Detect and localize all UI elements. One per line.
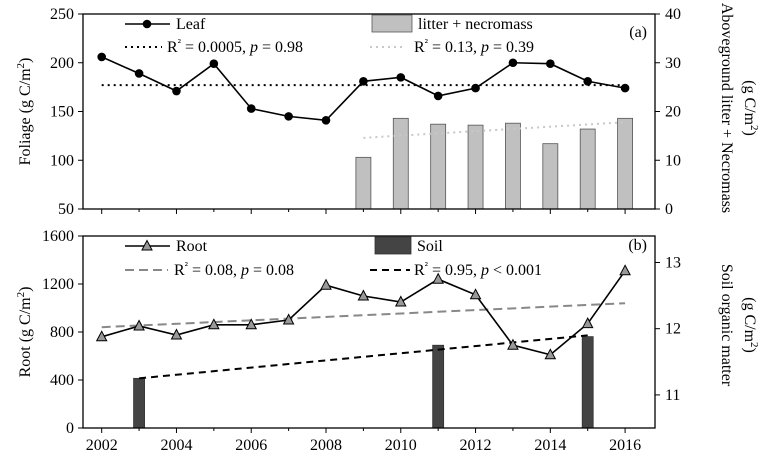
bar-2015 [579,128,596,210]
leaf-point-2015 [583,76,593,86]
right-tick-label: 11 [665,387,680,404]
root-point-2015 [581,317,594,329]
bar-2013 [505,122,521,210]
root-point-2002 [95,330,108,342]
leaf-point-2013 [508,58,518,68]
leaf-point-2016 [620,83,630,93]
root-series-line [101,270,626,356]
root-point-2003 [133,319,145,331]
leaf-point-2011 [433,91,443,101]
right-tick-label: 0 [665,201,673,218]
legend-bar-label: litter + necromass [418,16,533,33]
bar-2015 [581,336,594,429]
leaf-point-2008 [321,115,331,125]
left-axis-label: Root (g C/m2) [15,287,34,378]
root-point-2012 [469,288,482,300]
bar-2009 [355,156,372,210]
x-tick-label: 2004 [160,437,192,454]
left-tick-label: 150 [50,104,74,121]
legend-leaf-trend-label: R² = 0.0005, p = 0.98 [167,37,303,56]
x-tick-label: 2002 [86,437,118,454]
root-point-2013 [507,338,519,350]
leaf-point-2007 [284,112,293,121]
right-axis-label-line2: (g C/m2) [741,297,760,353]
legend-litter-trend-label: R² = 0.13, p = 0.39 [414,37,534,56]
legend-soil-trend-label: R² = 0.95, p < 0.001 [414,260,542,279]
root-point-2009 [357,289,370,301]
root-point-2004 [170,328,183,340]
legend: Root Soil R² = 0.08, p = 0.08 R² = 0.95, p … [125,236,542,279]
right-axis-label-line2: (g C/m2) [741,80,760,136]
x-tick-label: 2006 [235,437,267,454]
root-point-2007 [282,313,295,325]
left-tick-label: 50 [58,201,74,218]
x-tick-label: 2008 [310,437,342,454]
right-tick-label: 12 [665,321,681,338]
bar-2010 [392,117,409,210]
x-tick-label: 2010 [385,437,417,454]
leaf-point-2002 [97,52,106,62]
left-axis-label: Foliage (g C/m2) [15,58,34,166]
root-point-2006 [245,318,258,330]
legend-circle-marker [142,19,152,29]
root-point-2005 [208,318,220,330]
left-tick-label: 250 [50,6,74,23]
right-tick-label: 13 [665,254,681,271]
panel-label: (b) [628,237,647,254]
root-point-2010 [394,295,407,307]
bar-2016 [617,117,633,210]
bar-2011 [430,123,447,210]
legend-triangle-marker [141,239,153,251]
legend-bar-label: Soil [417,238,443,255]
root-point-2008 [320,278,332,290]
x-tick-label: 2014 [534,437,566,454]
right-tick-label: 20 [665,104,681,121]
legend-line-label: Root [176,238,208,255]
legend-root-trend-label: R² = 0.08, p = 0.08 [174,260,294,279]
leaf-point-2005 [209,59,219,69]
left-tick-label: 400 [50,372,74,389]
bar-2014 [542,143,559,210]
x-tick-label: 2012 [460,437,492,454]
leaf-point-2009 [359,76,368,86]
leaf-point-2006 [246,104,256,113]
left-tick-label: 100 [50,152,74,169]
leaf-point-2014 [546,59,555,69]
plot-frame [82,235,656,429]
right-tick-label: 30 [665,55,681,72]
root-point-2014 [544,348,557,360]
left-tick-label: 1600 [42,228,74,245]
bar-2012 [467,124,484,210]
left-tick-label: 0 [66,420,74,437]
right-axis-label-line1: Aboveground litter + Necromass [718,3,735,213]
right-tick-label: 40 [665,6,681,23]
soil-trend-line [138,334,588,380]
panel-a: 50 100 150 200 250 0 10 20 30 40 (a) Foliage (g C/m… [15,3,760,218]
bar-2003 [133,377,145,429]
left-tick-label: 200 [50,55,74,72]
right-tick-label: 10 [665,152,681,169]
left-tick-label: 1200 [42,276,74,293]
root-point-2011 [432,272,444,284]
bar-2011 [432,344,445,429]
leaf-series-line [101,56,626,122]
root-point-2016 [619,264,631,276]
leaf-point-2004 [172,86,181,96]
leaf-point-2012 [471,83,480,93]
root-trend-line [101,302,626,329]
leaf-point-2010 [396,73,406,82]
panel-b: 0 400 800 1200 1600 11 12 13 2002 2004 2006 2008 201… [15,228,760,454]
litter-trend-line [363,121,626,139]
panel-label: (a) [629,24,647,41]
legend-line-label: Leaf [176,16,206,33]
leaf-point-2003 [134,69,144,78]
x-tick-label: 2016 [609,437,641,454]
left-tick-label: 800 [50,324,74,341]
legend: Leaf litter + necromass R² = 0.0005, p = 0… [125,14,534,56]
right-axis-label-line1: Soil organic matter [718,264,735,387]
legend-bar-swatch [374,236,412,255]
legend-bar-swatch [371,14,413,33]
